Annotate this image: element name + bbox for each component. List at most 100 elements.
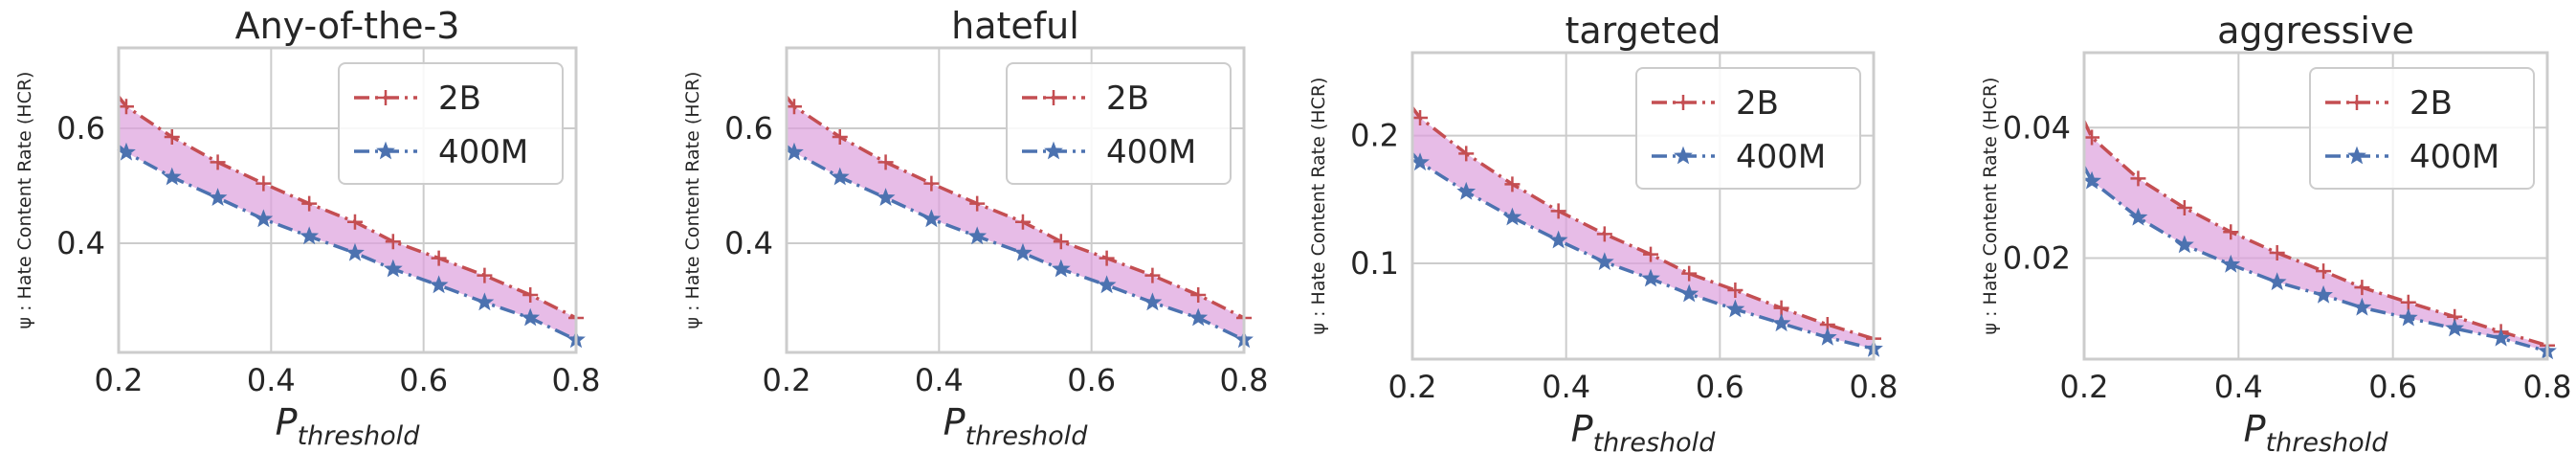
- data-point-plus-marker: [2130, 170, 2146, 187]
- data-point-plus-marker: [346, 214, 363, 230]
- data-point-plus-marker: [2400, 294, 2416, 310]
- data-point-star-marker: [300, 226, 320, 245]
- series-line-2B: [1410, 106, 1875, 341]
- data-point-star-marker: [383, 259, 403, 278]
- fill-between-area: [2084, 121, 2547, 351]
- fill-between-area: [119, 97, 576, 340]
- x-axis-label-main: P: [2244, 408, 2266, 450]
- x-axis-label: Pthreshold: [2244, 408, 2389, 458]
- data-point-plus-marker: [1596, 226, 1612, 242]
- legend-label-2B: 2B: [2409, 84, 2453, 123]
- data-point-star-marker: [1013, 242, 1033, 261]
- legend-marker-400M: [1674, 146, 1693, 165]
- x-axis-label-main: P: [944, 401, 966, 443]
- x-tick-label: 0.6: [1067, 362, 1116, 398]
- y-axis-label: ψ : Hate Content Rate (HCR): [14, 72, 35, 329]
- x-tick-label: 0.4: [2214, 369, 2263, 405]
- x-tick-label: 0.2: [1388, 369, 1437, 405]
- legend-label-400M: 400M: [2409, 138, 2499, 176]
- y-tick-label: 0.04: [2003, 109, 2071, 146]
- data-point-star-marker: [2128, 207, 2148, 226]
- chart-title: targeted: [1565, 10, 1721, 52]
- x-tick-label: 0.6: [2368, 369, 2417, 405]
- y-tick-label: 0.4: [56, 225, 105, 261]
- y-tick-label: 0.2: [1350, 118, 1399, 154]
- data-point-star-marker: [1502, 207, 1522, 226]
- data-point-plus-marker: [1190, 287, 1207, 303]
- x-tick-label: 0.6: [399, 362, 448, 398]
- y-tick-label: 0.6: [724, 110, 773, 147]
- data-point-plus-marker: [118, 99, 134, 115]
- data-point-plus-marker: [2084, 129, 2100, 146]
- plot-frame: [117, 46, 578, 354]
- x-axis-label-subscript: threshold: [1593, 428, 1717, 458]
- data-point-star-marker: [475, 292, 495, 311]
- series-line-400M: [117, 145, 577, 342]
- data-point-star-marker: [1679, 283, 1699, 303]
- legend-label-400M: 400M: [1736, 138, 1826, 176]
- data-point-plus-marker: [2354, 280, 2370, 296]
- legend: 2B 400M: [338, 62, 564, 185]
- data-point-star-marker: [2174, 235, 2194, 254]
- data-point-star-marker: [1410, 152, 1430, 171]
- x-tick-label: 0.4: [915, 362, 964, 398]
- data-point-star-marker: [1456, 181, 1477, 200]
- x-tick-label: 0.6: [1696, 369, 1744, 405]
- data-point-plus-marker: [2316, 263, 2332, 280]
- data-point-star-marker: [162, 167, 182, 186]
- data-point-plus-marker: [1727, 283, 1743, 298]
- legend-marker-400M: [376, 141, 395, 160]
- data-point-star-marker: [2445, 318, 2465, 337]
- data-point-plus-marker: [164, 129, 180, 145]
- legend: 2B 400M: [1006, 62, 1232, 185]
- subplot-1: 0.2 0.4 0.6 0.8 0.4 0.6 Any-of-the-3 Pthreshold…: [14, 5, 600, 451]
- data-point-plus-marker: [877, 154, 894, 170]
- data-point-plus-marker: [301, 195, 318, 212]
- subplot-4: 0.2 0.4 0.6 0.8 0.02 0.04 aggressive Pthreshold…: [1980, 10, 2571, 458]
- legend-marker-2B: [1046, 90, 1061, 105]
- data-point-plus-marker: [1773, 300, 1789, 316]
- series-line-400M: [785, 145, 1245, 342]
- data-point-star-marker: [2352, 297, 2372, 316]
- data-point-star-marker: [1188, 307, 1209, 327]
- data-point-star-marker: [254, 209, 274, 228]
- data-point-plus-marker: [1458, 146, 1475, 162]
- data-point-plus-marker: [1412, 110, 1429, 125]
- data-point-star-marker: [967, 226, 988, 245]
- plot-frame: [785, 46, 1246, 354]
- y-tick-label: 0.02: [2003, 239, 2071, 276]
- data-point-star-marker: [2491, 328, 2511, 347]
- x-axis-label-subscript: threshold: [966, 421, 1089, 451]
- series-line-2B: [2082, 120, 2548, 348]
- x-tick-label: 0.8: [552, 362, 601, 398]
- legend-label-400M: 400M: [438, 133, 528, 171]
- subplot-3: 0.2 0.4 0.6 0.8 0.1 0.2 targeted Pthreshold ψ : …: [1308, 10, 1898, 458]
- data-point-plus-marker: [210, 154, 226, 170]
- legend-box: [1635, 67, 1861, 190]
- subplot-2: 0.2 0.4 0.6 0.8 0.4 0.6 hateful Pthreshold ψ : H…: [682, 5, 1268, 451]
- x-tick-label: 0.4: [1542, 369, 1590, 405]
- data-point-plus-marker: [832, 129, 848, 145]
- data-point-star-marker: [1594, 252, 1614, 271]
- legend-box: [338, 62, 564, 185]
- chart-title: hateful: [951, 5, 1079, 47]
- data-point-star-marker: [876, 188, 896, 207]
- x-axis-label-subscript: threshold: [2266, 428, 2389, 458]
- data-point-plus-marker: [255, 175, 272, 192]
- data-point-plus-marker: [522, 287, 539, 303]
- series-line-2B: [117, 95, 577, 320]
- data-point-plus-marker: [1643, 246, 1659, 262]
- data-point-star-marker: [2398, 307, 2418, 327]
- x-tick-label: 0.8: [1850, 369, 1899, 405]
- x-axis-label-subscript: threshold: [298, 421, 421, 451]
- data-point-plus-marker: [2223, 224, 2239, 240]
- series-line-400M: [2082, 166, 2548, 353]
- legend-label-2B: 2B: [1106, 79, 1149, 118]
- legend: 2B 400M: [1635, 67, 1861, 190]
- data-point-plus-marker: [2269, 245, 2285, 261]
- data-point-star-marker: [1051, 259, 1071, 278]
- data-point-star-marker: [1548, 230, 1568, 249]
- x-tick-label: 0.2: [763, 362, 811, 398]
- data-point-star-marker: [1771, 313, 1791, 332]
- data-point-star-marker: [208, 188, 228, 207]
